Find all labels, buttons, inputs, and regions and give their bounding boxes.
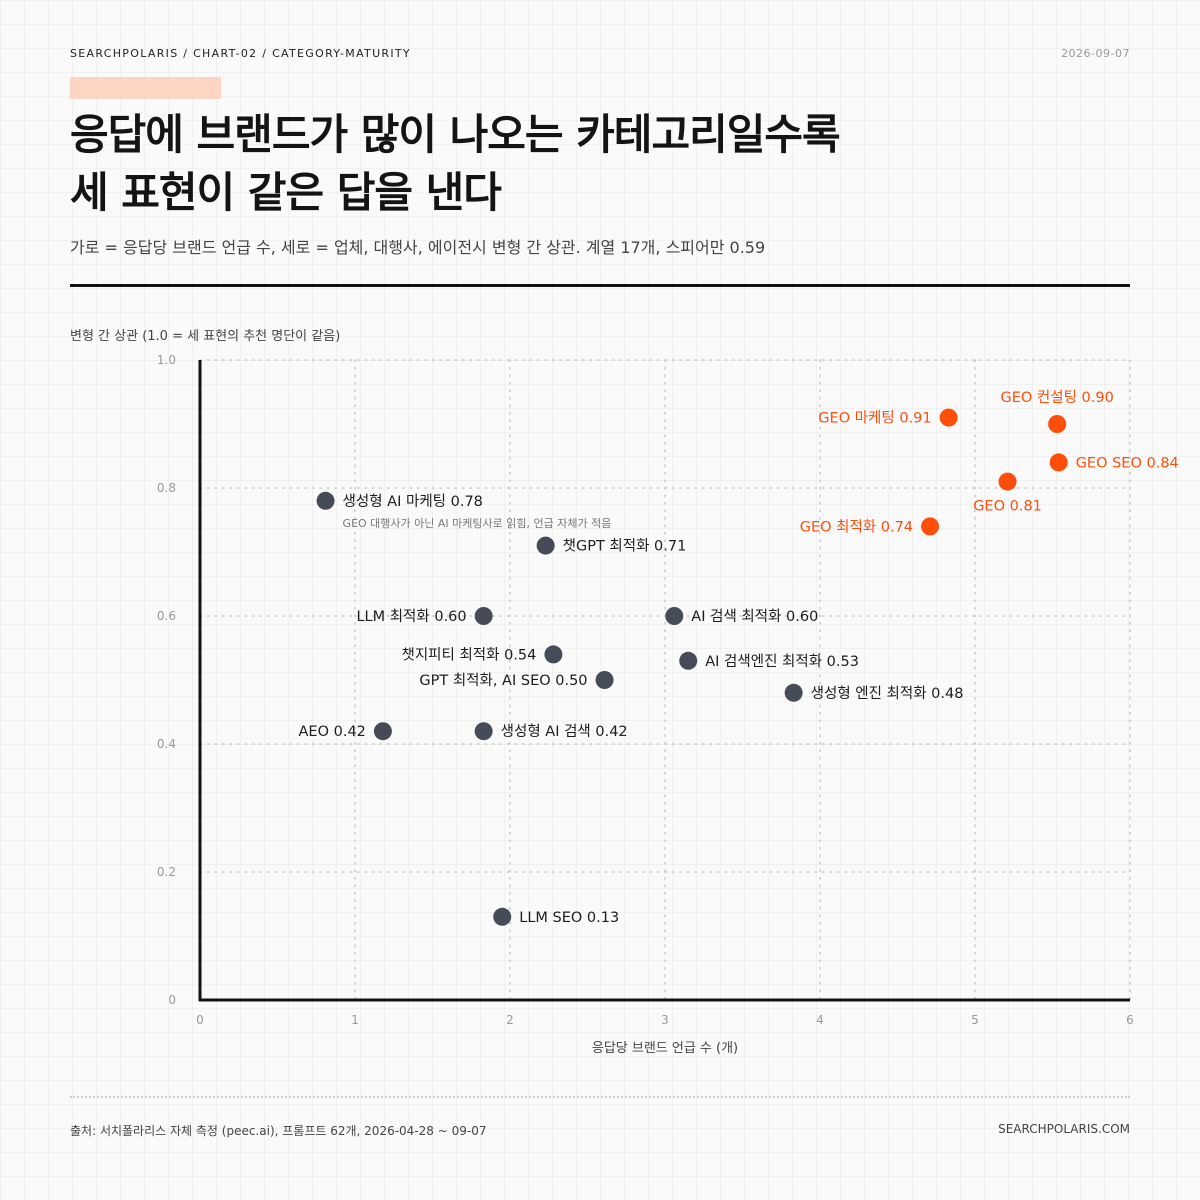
data-label: GEO 마케팅 0.91	[818, 410, 931, 427]
data-label: 생성형 AI 검색 0.42	[501, 723, 628, 740]
data-label: GEO 컨설팅 0.90	[1000, 389, 1113, 406]
data-point	[679, 651, 698, 670]
x-tick-label: 3	[661, 1013, 669, 1027]
data-point	[474, 607, 493, 625]
data-point	[595, 671, 614, 689]
y-tick-label: 0.8	[157, 481, 176, 495]
chart-axes: 0 1 2 3 4 5 6 0 0.2 0.4 0.6 0.8 1.0	[157, 353, 1134, 1027]
data-label: GEO SEO 0.84	[1076, 455, 1179, 471]
title-line-2: 세 표현이 같은 답을 낸다	[70, 168, 502, 217]
data-point	[493, 907, 512, 926]
data-point	[536, 536, 555, 555]
x-tick-label: 5	[971, 1013, 979, 1027]
data-label: 챗GPT 최적화 0.71	[563, 538, 687, 555]
data-point	[998, 472, 1017, 491]
data-label: GEO 최적화 0.74	[800, 518, 913, 535]
data-label: AEO 0.42	[299, 724, 366, 740]
site-name: SEARCHPOLARIS.COM	[998, 1122, 1130, 1136]
data-label: GPT 최적화, AI SEO 0.50	[419, 672, 587, 689]
title-line-1: 응답에 브랜드가 많이 나오는 카테고리일수록	[70, 110, 841, 159]
page-title: 응답에 브랜드가 많이 나오는 카테고리일수록 세 표현이 같은 답을 낸다	[70, 106, 1130, 222]
data-annotation: GEO 대행사가 아닌 AI 마케팅사로 읽힘, 언급 자체가 적음	[343, 517, 612, 530]
chart-grid	[199, 359, 1131, 1001]
data-point	[921, 517, 940, 536]
y-axis-label: 변형 간 상관 (1.0 = 세 표현의 추천 명단이 같음)	[70, 329, 340, 344]
data-label: 생성형 AI 마케팅 0.78	[343, 493, 483, 510]
chart-points: GEO 컨설팅 0.90 GEO 마케팅 0.91 GEO SEO 0.84 GEO …	[299, 389, 1179, 926]
data-label: GEO 0.81	[973, 499, 1042, 515]
data-point	[316, 491, 335, 510]
footer-divider	[70, 1096, 1130, 1098]
data-point	[1048, 415, 1067, 433]
x-tick-label: 6	[1126, 1013, 1134, 1027]
data-point	[544, 645, 563, 664]
data-label: 생성형 엔진 최적화 0.48	[811, 685, 964, 702]
header-divider	[70, 284, 1130, 287]
x-tick-label: 0	[196, 1013, 204, 1027]
data-point	[474, 722, 493, 741]
y-tick-label: 0.2	[157, 865, 176, 879]
data-point	[939, 408, 958, 427]
y-tick-label: 0.6	[157, 609, 176, 623]
data-point	[1049, 453, 1068, 472]
publish-date: 2026-09-07	[1061, 47, 1130, 60]
data-label: LLM 최적화 0.60	[356, 608, 466, 625]
data-label: LLM SEO 0.13	[519, 910, 619, 926]
page-subtitle: 가로 = 응답당 브랜드 언급 수, 세로 = 업체, 대행사, 에이전시 변형…	[70, 238, 766, 257]
data-label: AI 검색 최적화 0.60	[691, 608, 818, 625]
data-point	[665, 607, 684, 625]
data-point	[373, 722, 392, 741]
accent-bar	[70, 77, 221, 99]
x-tick-label: 1	[351, 1013, 359, 1027]
source-note: 출처: 서치폴라리스 자체 측정 (peec.ai), 프롬프트 62개, 20…	[70, 1124, 487, 1138]
y-tick-label: 0	[168, 993, 176, 1007]
x-tick-label: 4	[816, 1013, 824, 1027]
x-axis-label: 응답당 브랜드 언급 수 (개)	[592, 1041, 738, 1056]
breadcrumb-kicker: SEARCHPOLARIS / CHART-02 / CATEGORY-MATU…	[70, 47, 411, 60]
y-tick-label: 0.4	[157, 737, 176, 751]
data-point	[784, 683, 803, 702]
data-label: 챗지피티 최적화 0.54	[402, 646, 537, 663]
x-tick-label: 2	[506, 1013, 514, 1027]
data-label: AI 검색엔진 최적화 0.53	[705, 653, 859, 670]
y-tick-label: 1.0	[157, 353, 176, 367]
